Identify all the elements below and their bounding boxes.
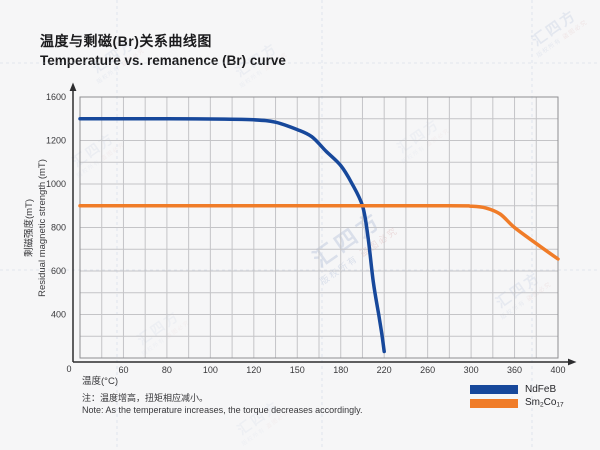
x-tick-label: 260 bbox=[420, 365, 435, 375]
legend-label: Sm2Co17 bbox=[525, 397, 564, 409]
x-tick-label: 220 bbox=[377, 365, 392, 375]
x-tick-label: 60 bbox=[118, 365, 128, 375]
chart-title-en: Temperature vs. remanence (Br) curve bbox=[40, 53, 286, 68]
plot-border bbox=[79, 96, 559, 359]
x-tick-label: 180 bbox=[333, 365, 348, 375]
legend-swatch bbox=[470, 384, 518, 394]
x-tick-label: 300 bbox=[464, 365, 479, 375]
x-tick-label: 100 bbox=[203, 365, 218, 375]
legend-item-sm2co17: Sm2Co17 bbox=[470, 397, 564, 409]
chart-title-zh: 温度与剩磁(Br)关系曲线图 bbox=[40, 33, 212, 49]
y-tick-label: 1000 bbox=[46, 179, 66, 189]
x-tick-label: 360 bbox=[507, 365, 522, 375]
series-curve-sm2co17 bbox=[78, 204, 560, 261]
y-tick-label: 400 bbox=[51, 310, 66, 320]
x-tick-label: 400 bbox=[550, 365, 565, 375]
series-curve-ndfeb bbox=[78, 117, 386, 354]
y-tick-label: 1600 bbox=[46, 92, 66, 102]
x-axis-title: 温度(°C) bbox=[82, 376, 118, 387]
footnote: 注：温度增高，扭矩相应减小。 Note: As the temperature … bbox=[82, 393, 363, 416]
y-tick-label: 1200 bbox=[46, 136, 66, 146]
x-tick-label: 120 bbox=[246, 365, 261, 375]
chart-title-block: 温度与剩磁(Br)关系曲线图 Temperature vs. remanence… bbox=[40, 31, 286, 71]
footnote-zh: 注：温度增高，扭矩相应减小。 bbox=[82, 393, 209, 403]
x-axis-arrow-icon bbox=[568, 358, 577, 366]
legend-swatch bbox=[470, 398, 518, 408]
x-tick-label: 80 bbox=[162, 365, 172, 375]
origin-label: 0 bbox=[66, 364, 71, 374]
y-tick-label: 600 bbox=[51, 266, 66, 276]
legend: NdFeB Sm2Co17 bbox=[470, 383, 564, 411]
y-tick-label: 800 bbox=[51, 223, 66, 233]
x-tick-label: 150 bbox=[290, 365, 305, 375]
legend-label: NdFeB bbox=[525, 383, 557, 395]
footnote-en: Note: As the temperature increases, the … bbox=[82, 404, 363, 415]
legend-item-ndfeb: NdFeB bbox=[470, 383, 564, 395]
y-axis-arrow-icon bbox=[69, 82, 77, 91]
